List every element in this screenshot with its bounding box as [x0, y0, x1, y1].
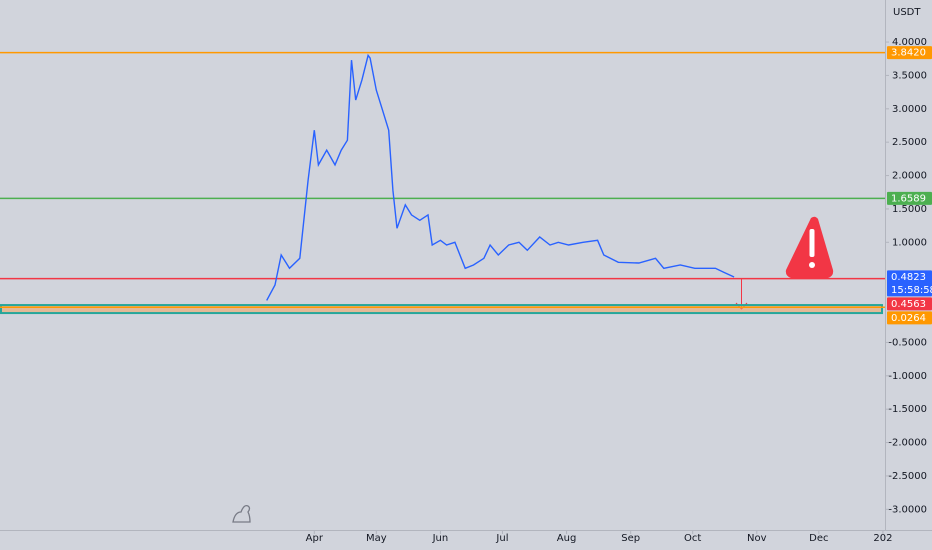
price-label: 0.4823 [891, 272, 926, 283]
x-tick-label: May [366, 533, 387, 544]
x-tick-label: Sep [621, 533, 640, 544]
y-tick-label: -1.0000 [888, 371, 927, 382]
y-tick-label: 2.0000 [892, 171, 927, 182]
price-label: 0.0264 [891, 313, 926, 324]
unit-label: USDT [893, 7, 921, 18]
warning-icon [785, 216, 834, 278]
y-tick-label: 1.0000 [892, 237, 927, 248]
price-label-box [887, 270, 932, 297]
x-tick-label: Apr [306, 533, 324, 544]
price-label: 0.4563 [891, 299, 926, 310]
y-tick-label: -2.5000 [888, 471, 927, 482]
price-label-box [887, 46, 932, 60]
x-tick-label: Nov [747, 533, 767, 544]
logo [232, 504, 251, 523]
y-tick-label: 4.0000 [892, 37, 927, 48]
y-tick-label: 3.0000 [892, 104, 927, 115]
price-label: 1.6589 [891, 193, 926, 204]
price-line [266, 53, 735, 301]
x-tick-label: Dec [809, 533, 828, 544]
y-tick-label: -2.0000 [888, 438, 927, 449]
x-tick-label: Jun [432, 533, 449, 544]
price-label-box [887, 191, 932, 205]
x-tick-label: 202 [873, 533, 892, 544]
zone [0, 304, 883, 315]
price-label: 3.8420 [891, 48, 926, 59]
countdown: 15:58:58 [891, 285, 932, 296]
y-tick-label: -0.5000 [888, 337, 927, 348]
price-label-box [887, 297, 932, 311]
y-tick-label: -1.5000 [888, 404, 927, 415]
x-tick-label: Jul [495, 533, 508, 544]
x-tick-label: Aug [557, 533, 577, 544]
x-tick-label: Oct [684, 533, 701, 544]
y-tick-label: -3.0000 [888, 504, 927, 515]
y-tick-label: 1.5000 [892, 204, 927, 215]
y-tick-label: 3.5000 [892, 70, 927, 81]
y-tick-label: 2.5000 [892, 137, 927, 148]
price-label-box [887, 311, 932, 325]
